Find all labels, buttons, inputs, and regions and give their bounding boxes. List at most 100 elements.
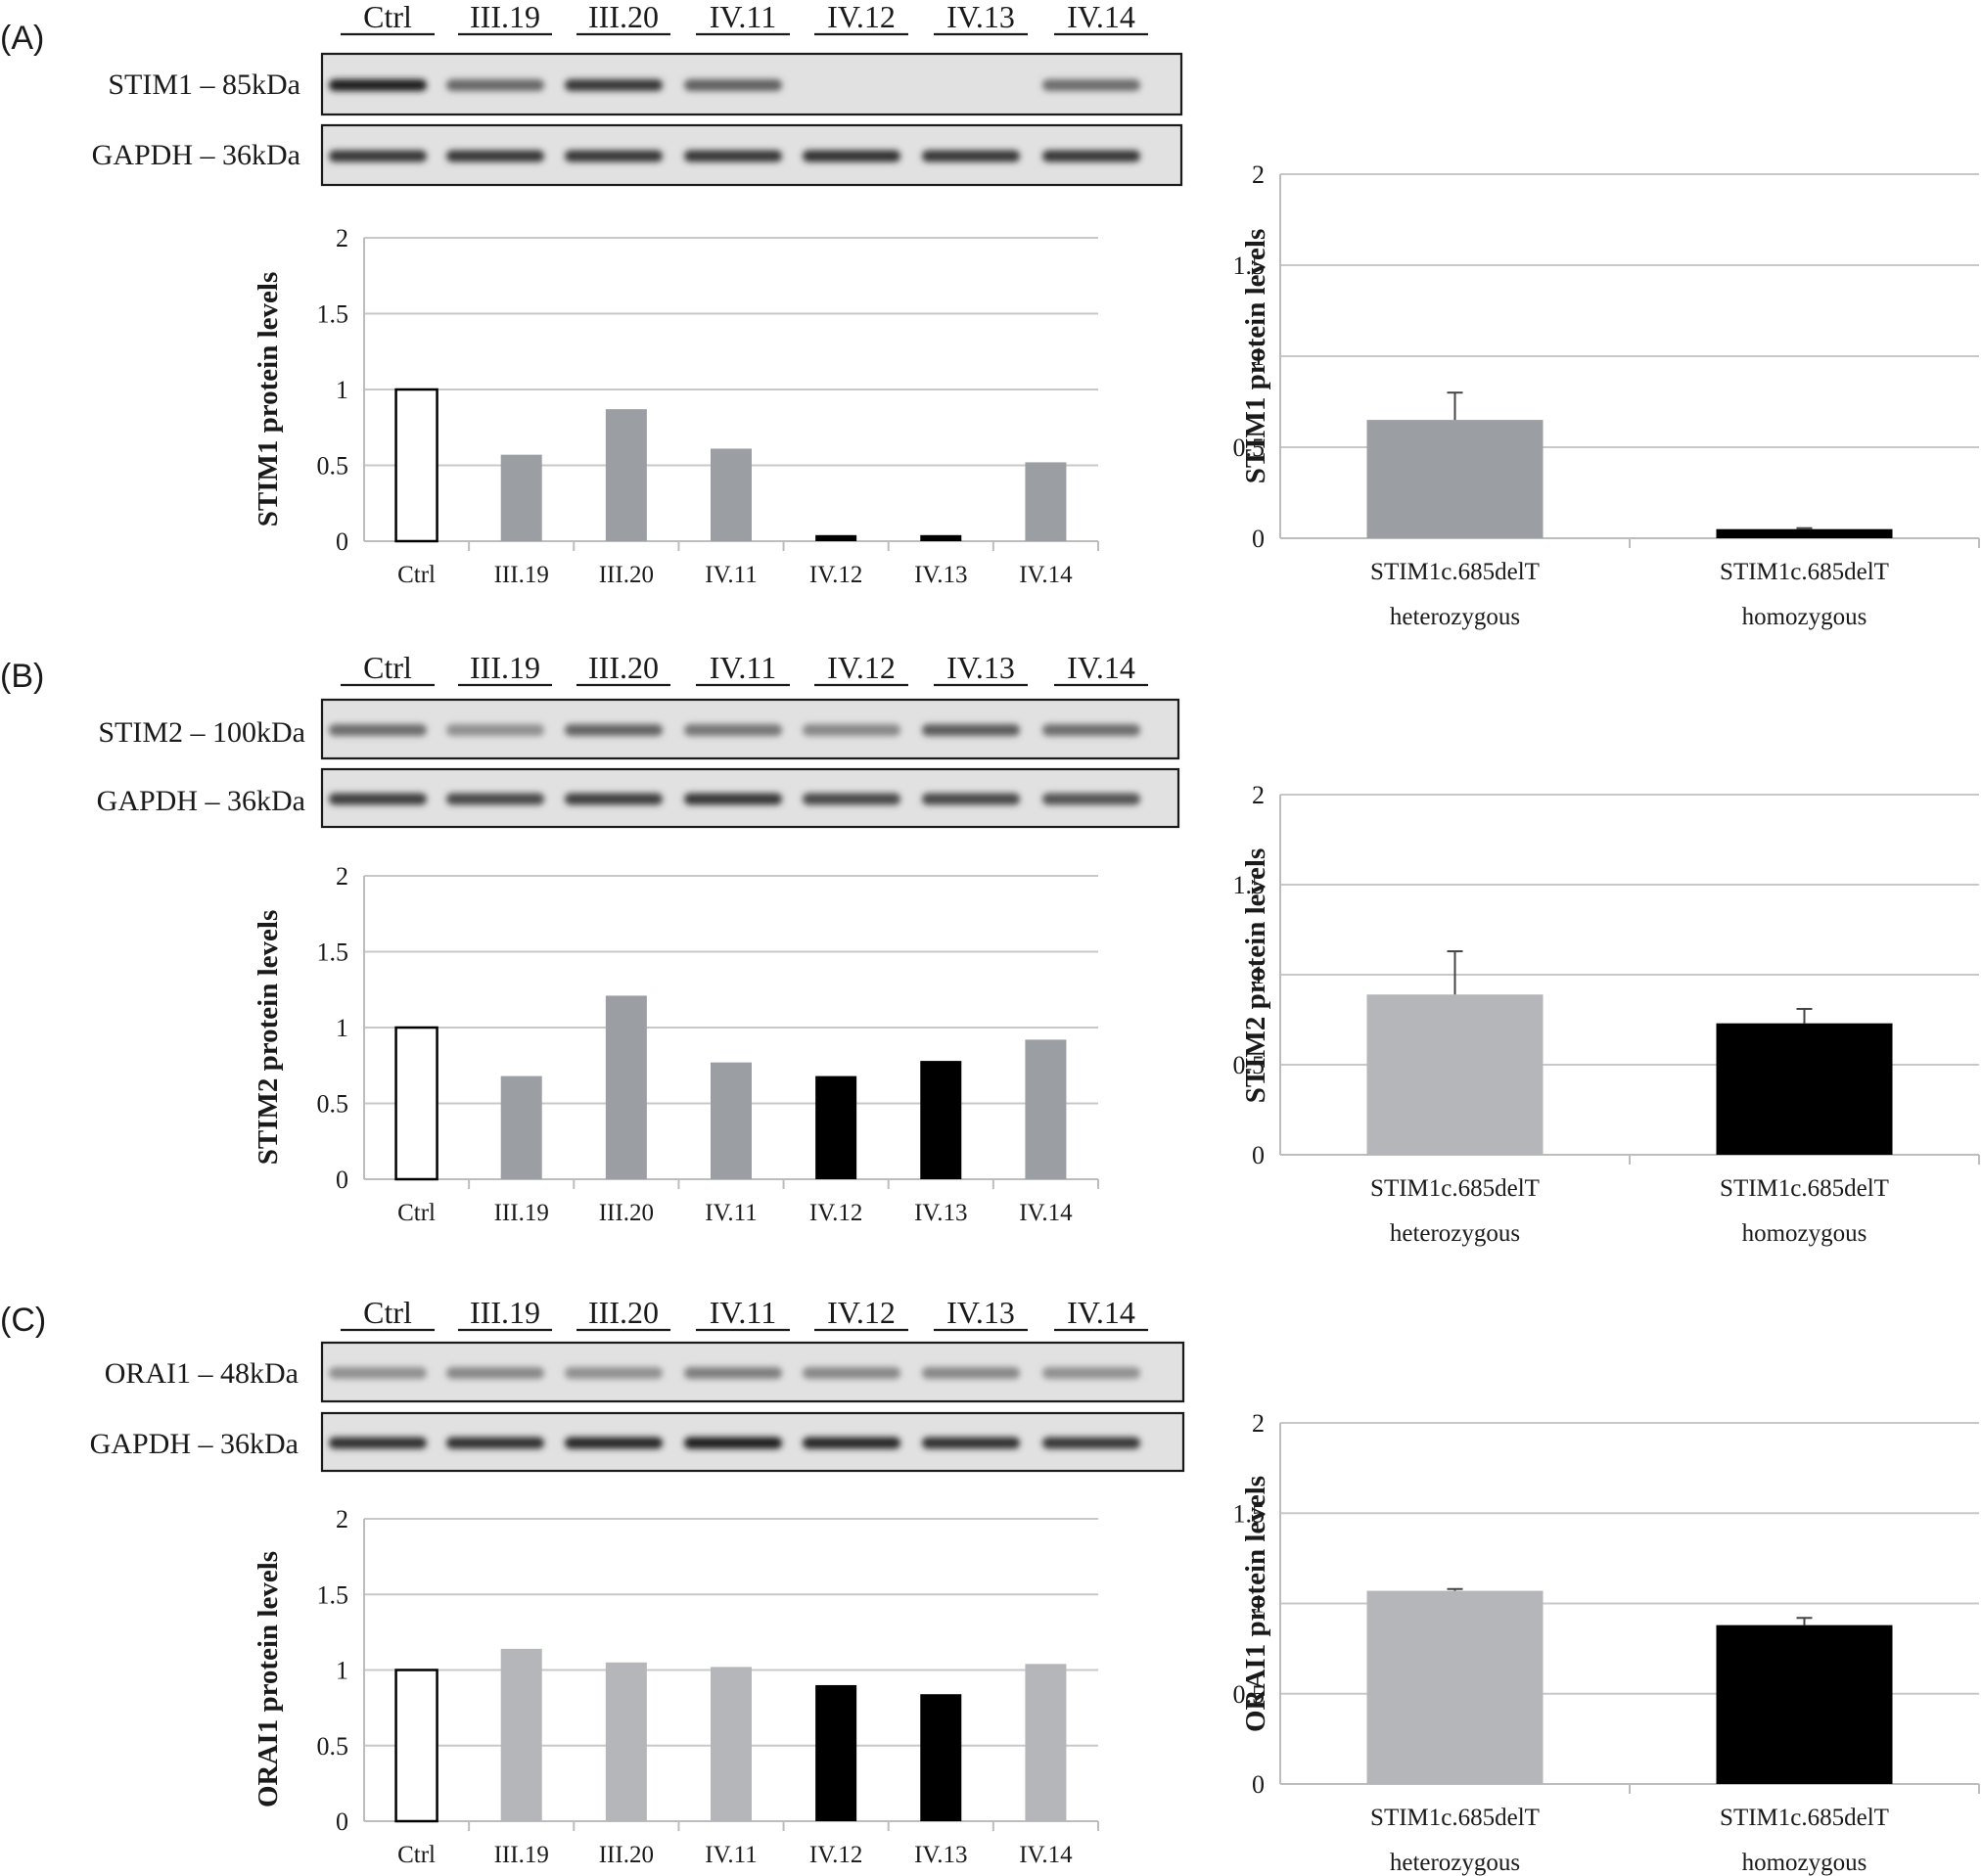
x-tick-label: Ctrl [397,1200,436,1226]
blot-lane-label: IV.13 [946,0,1015,34]
blot-band [1042,1437,1140,1449]
y-axis-label: STIM2 protein levels [1240,848,1271,1103]
x-tick-label: III.19 [494,1842,549,1868]
y-tick-label: 2 [1252,1409,1265,1438]
x-tick-label: homozygous [1742,1220,1867,1247]
y-tick-label: 1 [1252,343,1265,371]
blot-lane-label: IV.12 [827,0,896,34]
blot-row-label: STIM2 – 100kDa [98,716,305,749]
bar [711,448,752,541]
blot-band [329,1367,427,1379]
blot-band [1042,150,1140,162]
y-tick-label: 0.5 [1233,1051,1266,1079]
blot-strip [320,52,1183,116]
blot-strip [320,767,1180,829]
y-tick-label: 0.5 [1233,434,1266,462]
blot-row-label: ORAI1 – 48kDa [105,1357,299,1390]
x-tick-label: IV.13 [914,562,967,588]
blot-band [684,793,782,805]
y-axis-label: STIM2 protein levels [253,910,284,1165]
bar [920,1694,962,1821]
bar-chart-B-left: 0 0.5 1 1.5 2 Ctrl III.19 III.20 IV.11 IV.12 IV.13… [253,862,1099,1226]
blot-band [684,724,782,736]
blot-lane-label: III.19 [470,1295,540,1330]
y-tick-label: 2 [1252,160,1265,189]
blot-strip [320,1411,1185,1473]
blot-band [329,79,427,91]
x-tick-label: Ctrl [397,1842,436,1868]
y-tick-label: 1 [336,1657,348,1685]
blot-lane-label: IV.13 [946,650,1015,685]
x-tick-label: IV.13 [914,1200,967,1226]
x-tick-label: STIM1c.685delT [1720,1175,1889,1202]
blot-band [1042,79,1140,91]
bar [1366,420,1544,538]
blot-band [446,793,544,805]
x-tick-label: IV.11 [705,562,757,588]
y-tick-label: 0 [336,527,348,556]
x-tick-label: STIM1c.685delT [1370,559,1540,585]
blot-lane-label: IV.14 [1067,0,1135,34]
blot-band [922,1437,1020,1449]
y-tick-label: 0.5 [317,1090,349,1119]
y-tick-label: 0 [336,1166,348,1194]
x-tick-label: STIM1c.685delT [1720,559,1889,585]
blot-band [446,1437,544,1449]
x-tick-label: IV.13 [914,1842,967,1868]
x-tick-label: IV.11 [705,1200,757,1226]
y-axis-label: ORAI1 protein levels [253,1551,284,1807]
blot-band [1042,793,1140,805]
x-tick-label: III.20 [599,1200,654,1226]
blot-lane-label: Ctrl [363,1295,412,1330]
blot-row-label: STIM1 – 85kDa [108,69,300,101]
x-tick-label: Ctrl [397,562,436,588]
blot-band [329,150,427,162]
blot-strip [320,698,1180,760]
bar [1025,1664,1067,1821]
bar [1716,1023,1893,1155]
x-tick-label: IV.11 [705,1842,757,1868]
blot-lane-label: Ctrl [363,650,412,685]
blot-strip [320,123,1183,187]
bar [500,1075,542,1179]
blot-lane-label: III.19 [470,650,540,685]
y-tick-label: 2 [336,862,348,891]
blot-band [565,79,663,91]
y-tick-label: 2 [336,224,348,252]
y-tick-label: 1 [1252,961,1265,989]
blot-lane-label: IV.13 [946,1295,1015,1330]
bar [920,534,962,541]
y-axis-label: ORAI1 protein levels [1240,1476,1271,1732]
y-tick-label: 0.5 [317,452,349,480]
blot-band [565,150,663,162]
blot-band [803,1437,900,1449]
y-tick-label: 1 [336,376,348,404]
blot-band [1042,1367,1140,1379]
blot-lane-label: III.20 [588,650,659,685]
x-tick-label: homozygous [1742,1850,1867,1876]
blot-band [803,793,900,805]
blot-band [329,793,427,805]
x-tick-label: heterozygous [1390,1850,1520,1876]
bar [711,1667,752,1821]
x-tick-label: STIM1c.685delT [1720,1805,1889,1831]
y-tick-label: 1 [1252,1590,1265,1619]
blot-band [922,793,1020,805]
blot-band [922,150,1020,162]
bar [815,1075,857,1179]
bar [605,409,647,541]
bar-chart-A-right: 0 0.5 1 1.5 2 STIM1c.685delT heterozygous STIM1… [1233,160,1980,630]
blot-band [803,724,900,736]
y-tick-label: 0.5 [1233,1680,1266,1709]
bar [394,388,438,543]
y-tick-label: 1.5 [1233,871,1266,899]
x-tick-label: STIM1c.685delT [1370,1175,1540,1202]
blot-band [1042,724,1140,736]
x-tick-label: III.19 [494,1200,549,1226]
y-tick-label: 1.5 [1233,252,1266,280]
bar [1025,462,1067,541]
x-tick-label: III.20 [599,1842,654,1868]
bar [394,1669,438,1823]
blot-band [565,724,663,736]
